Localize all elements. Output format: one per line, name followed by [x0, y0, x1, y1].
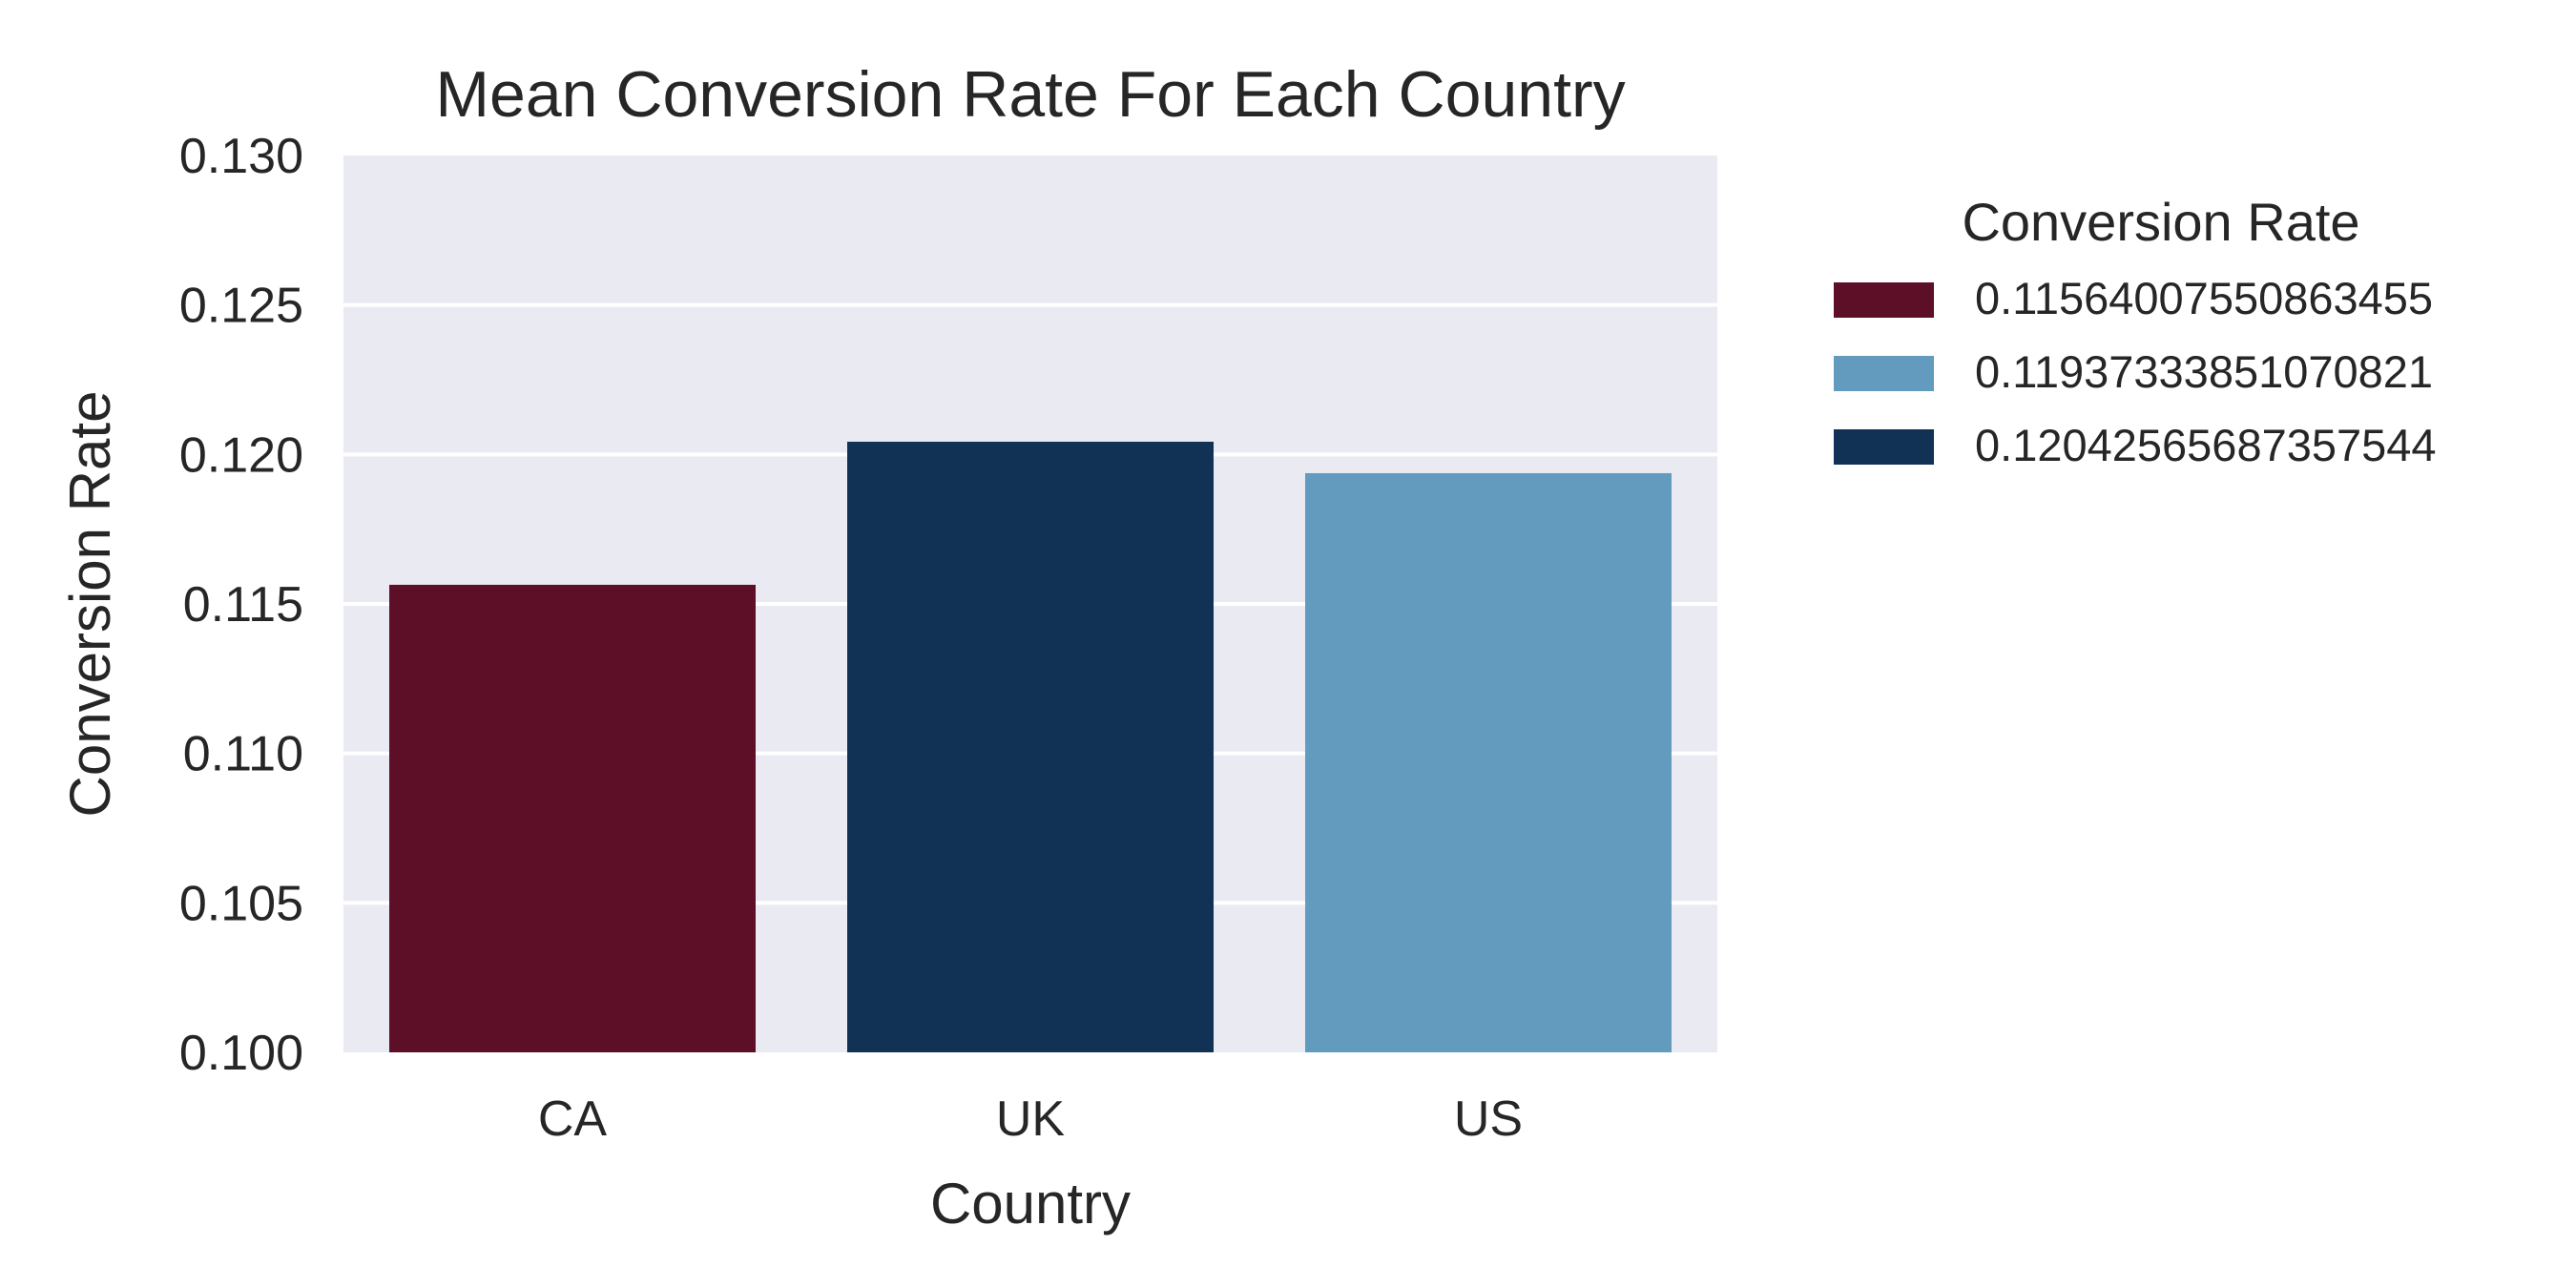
x-axis-label: Country [930, 1172, 1131, 1236]
x-tick-label-us: US [1454, 1091, 1523, 1147]
y-axis-label: Conversion Rate [58, 391, 122, 818]
legend-label-1: 0.11937333851070821 [1975, 346, 2433, 397]
y-tick-label: 0.115 [183, 577, 303, 633]
y-tick-label: 0.130 [179, 129, 303, 184]
legend-swatch-2 [1834, 429, 1934, 465]
bars [389, 441, 1672, 1052]
y-tick-label: 0.120 [179, 427, 303, 483]
x-tick-label-ca: CA [538, 1091, 608, 1147]
legend-label-2: 0.12042565687357544 [1975, 420, 2437, 470]
bar-ca [389, 584, 756, 1052]
chart-title: Mean Conversion Rate For Each Country [435, 58, 1625, 131]
legend-swatch-1 [1834, 356, 1934, 391]
y-tick-label: 0.125 [179, 279, 303, 334]
y-tick-label: 0.100 [179, 1026, 303, 1081]
bar-us [1305, 472, 1672, 1052]
legend-swatch-0 [1834, 282, 1934, 318]
bar-uk [847, 441, 1214, 1052]
legend-entries: 0.11564007550863455 0.11937333851070821 0.… [1834, 273, 2437, 470]
legend-label-0: 0.11564007550863455 [1975, 273, 2433, 323]
legend-title: Conversion Rate [1962, 192, 2359, 252]
y-tick-labels: 0.100 0.105 0.110 0.115 0.120 0.125 0.130 [179, 129, 303, 1081]
x-tick-label-uk: UK [996, 1091, 1066, 1147]
legend: Conversion Rate 0.11564007550863455 0.119… [1834, 192, 2437, 470]
y-tick-label: 0.105 [179, 876, 303, 931]
y-tick-label: 0.110 [183, 727, 303, 782]
x-tick-labels: CA UK US [538, 1091, 1523, 1147]
